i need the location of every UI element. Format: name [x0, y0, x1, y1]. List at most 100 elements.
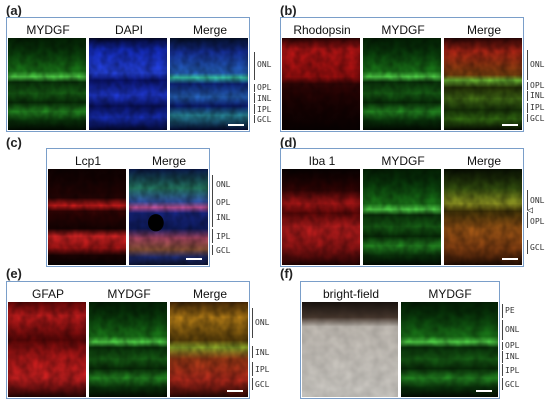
panel-d-layer-gcl: GCL — [530, 243, 545, 252]
panel-b-bracket-ipl — [527, 103, 528, 113]
panel-d-letter: (d) — [280, 135, 297, 150]
panel-e-bracket-inl — [252, 346, 253, 358]
panel-e-mydgf-image — [89, 302, 167, 397]
panel-e-bracket-onl — [252, 308, 253, 338]
panel-f-layer-inl: INL — [505, 352, 520, 361]
panel-e-title-2: MYDGF — [107, 287, 151, 301]
panel-d-bracket-opl — [527, 212, 528, 228]
panel-a-title-2: DAPI — [114, 23, 143, 37]
panel-f-bracket-onl — [502, 320, 503, 340]
panel-b-merge-image — [444, 38, 522, 130]
panel-e-bracket-gcl — [252, 378, 253, 390]
panel-a-bracket-ipl — [254, 104, 255, 114]
panel-d-title-2: MYDGF — [381, 154, 425, 168]
panel-c-bracket-inl — [212, 207, 213, 227]
panel-e-layer-ipl: IPL — [255, 365, 270, 374]
panel-b-bracket-onl — [527, 50, 528, 80]
panel-f-bracket-pe — [502, 304, 503, 318]
panel-f-title-1: bright-field — [322, 287, 380, 301]
panel-c-layer-opl: OPL — [216, 198, 231, 207]
panel-f-bracket-ipl — [502, 364, 503, 376]
panel-f-bracket-opl — [502, 342, 503, 350]
panel-a-mydgf-image — [8, 38, 86, 130]
panel-b-scale-bar — [502, 124, 518, 126]
panel-d-arrowhead-icon: ◁ — [527, 205, 534, 216]
panel-d-bracket-gcl — [527, 240, 528, 254]
panel-d-merge-image — [444, 169, 522, 265]
panel-e-title-1: GFAP — [31, 287, 64, 301]
panel-e-merge-image — [170, 302, 248, 397]
panel-a-dapi-image — [89, 38, 167, 130]
panel-b-layer-gcl: GCL — [530, 114, 545, 123]
panel-d-iba1-image — [282, 169, 360, 265]
panel-b-layer-onl: ONL — [530, 60, 545, 69]
panel-e-layer-onl: ONL — [255, 318, 270, 327]
panel-d-layer-opl: OPL — [530, 217, 545, 226]
panel-f-layer-opl: OPL — [505, 341, 520, 350]
panel-e-gfap-image — [8, 302, 86, 397]
panel-c-letter: (c) — [6, 135, 22, 150]
panel-b-letter: (b) — [280, 3, 297, 18]
panel-b-bracket-opl — [527, 82, 528, 90]
panel-a-layer-inl: INL — [257, 94, 272, 103]
panel-a-bracket-gcl — [254, 115, 255, 123]
panel-d-title-3: Merge — [466, 154, 501, 168]
panel-d-layer-onl: ONL — [530, 196, 545, 205]
panel-f-title-2: MYDGF — [428, 287, 472, 301]
panel-a-merge-image — [170, 38, 248, 130]
panel-c-bracket-opl — [212, 197, 213, 207]
panel-d-scale-bar — [502, 258, 518, 260]
panel-f-brightfield-image — [302, 302, 398, 397]
panel-c-bracket-onl — [212, 175, 213, 197]
panel-c-layer-ipl: IPL — [216, 232, 231, 241]
panel-b-title-1: Rhodopsin — [293, 23, 351, 37]
panel-c-title-1: Lcp1 — [74, 154, 102, 168]
panel-f-layer-onl: ONL — [505, 325, 520, 334]
panel-e-bracket-ipl — [252, 362, 253, 376]
panel-b-layer-opl: OPL — [530, 81, 545, 90]
panel-f-mydgf-image — [401, 302, 498, 397]
panel-a-bracket-onl — [254, 52, 255, 80]
panel-c-layer-gcl: GCL — [216, 246, 231, 255]
panel-c-bracket-gcl — [212, 245, 213, 255]
panel-c-title-2: Merge — [151, 154, 186, 168]
panel-b-layer-inl: INL — [530, 91, 545, 100]
panel-f-letter: (f) — [280, 266, 293, 281]
panel-b-mydgf-image — [363, 38, 441, 130]
panel-a-letter: (a) — [6, 3, 22, 18]
panel-a-layer-ipl: IPL — [257, 105, 272, 114]
panel-e-letter: (e) — [6, 266, 22, 281]
panel-a-title-1: MYDGF — [26, 23, 70, 37]
panel-c-scale-bar — [186, 258, 202, 260]
panel-b-bracket-gcl — [527, 114, 528, 122]
panel-c-layer-inl: INL — [216, 213, 231, 222]
panel-c-lcp1-image — [48, 169, 126, 265]
panel-b-title-2: MYDGF — [381, 23, 425, 37]
panel-d-title-1: Iba 1 — [308, 154, 336, 168]
panel-d-bracket-onl — [527, 190, 528, 210]
panel-e-title-3: Merge — [192, 287, 227, 301]
panel-b-layer-ipl: IPL — [530, 103, 545, 112]
panel-c-bracket-ipl — [212, 229, 213, 243]
panel-f-layer-pe: PE — [505, 306, 515, 315]
panel-a-layer-opl: OPL — [257, 83, 272, 92]
panel-e-scale-bar — [227, 390, 243, 392]
panel-a-title-3: Merge — [192, 23, 227, 37]
panel-f-bracket-gcl — [502, 378, 503, 390]
panel-f-bracket-inl — [502, 351, 503, 363]
panel-c-layer-onl: ONL — [216, 180, 231, 189]
panel-f-layer-gcl: GCL — [505, 380, 520, 389]
panel-b-bracket-inl — [527, 91, 528, 101]
panel-b-title-3: Merge — [466, 23, 501, 37]
panel-e-layer-inl: INL — [255, 348, 270, 357]
panel-e-layer-gcl: GCL — [255, 380, 270, 389]
panel-d-mydgf-image — [363, 169, 441, 265]
panel-a-bracket-inl — [254, 93, 255, 103]
panel-a-scale-bar — [228, 124, 244, 126]
panel-a-layer-gcl: GCL — [257, 115, 272, 124]
panel-f-scale-bar — [476, 390, 492, 392]
panel-a-bracket-opl — [254, 84, 255, 92]
panel-f-layer-ipl: IPL — [505, 366, 520, 375]
panel-c-merge-image — [129, 169, 208, 265]
panel-b-rhodopsin-image — [282, 38, 360, 130]
